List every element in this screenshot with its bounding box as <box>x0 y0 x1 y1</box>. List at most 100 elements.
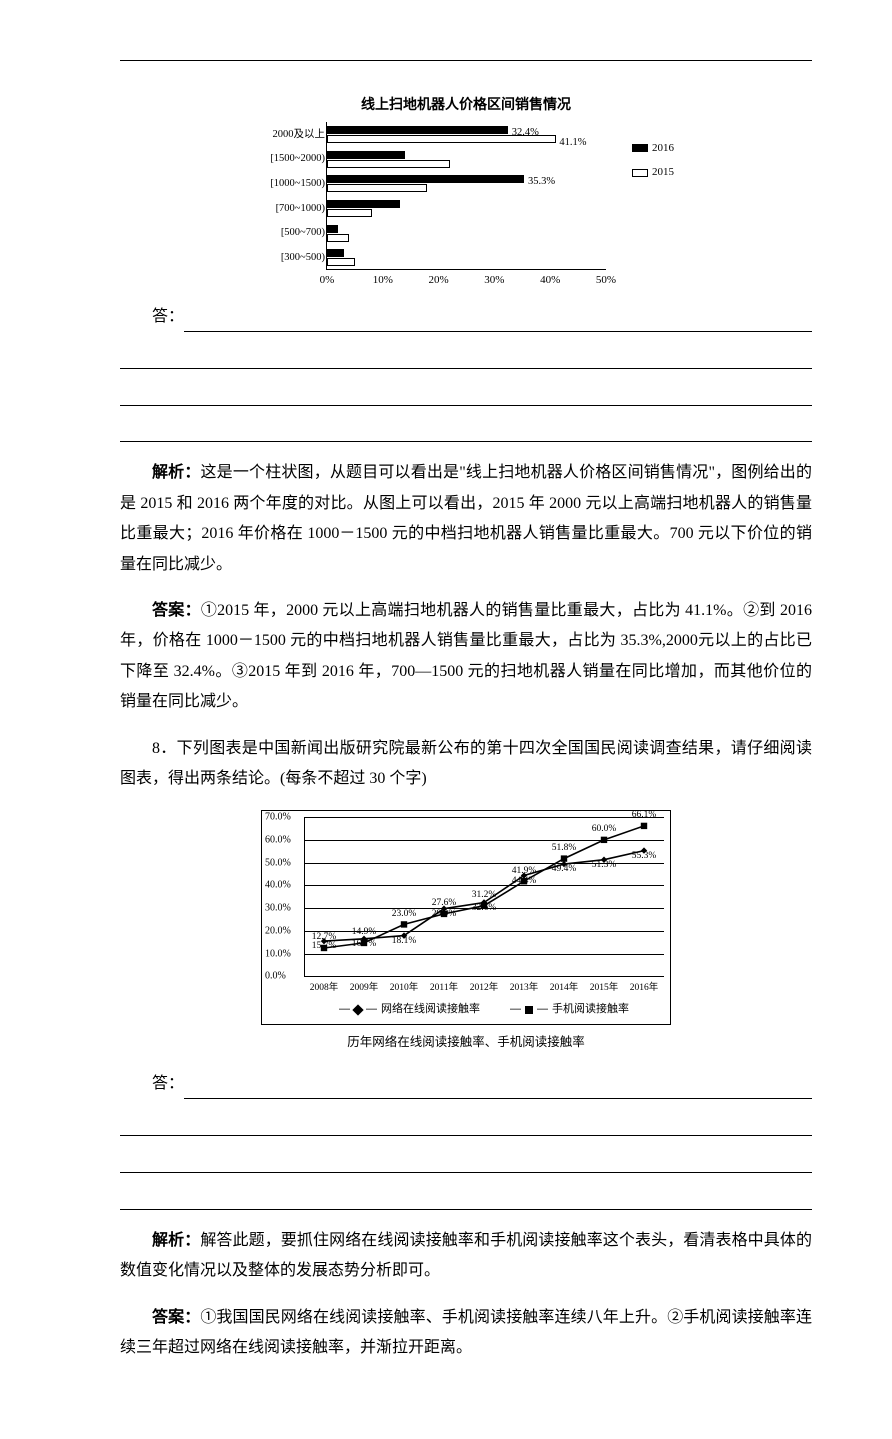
q7-explanation: 解析：这是一个柱状图，从题目可以看出是"线上扫地机器人价格区间销售情况"，图例给… <box>120 458 812 580</box>
chart1-bar <box>327 184 427 192</box>
chart1-bar: 35.3% <box>327 175 524 183</box>
chart1-x-tick: 30% <box>484 270 504 291</box>
chart1-x-tick: 40% <box>540 270 560 291</box>
chart2-data-label: 66.1% <box>632 806 657 824</box>
chart1-x-tick: 10% <box>373 270 393 291</box>
chart1-y-label: [1500~2000) <box>255 149 325 169</box>
chart1-bar: 41.1% <box>327 135 556 143</box>
chart1-bar <box>327 258 355 266</box>
chart1-x-tick: 50% <box>596 270 616 291</box>
chart2-y-label: 0.0% <box>265 967 286 986</box>
chart1-bar: 32.4% <box>327 126 508 134</box>
chart2-x-label: 2010年 <box>384 979 424 997</box>
square-icon <box>525 1006 533 1014</box>
chart1-bar <box>327 200 400 208</box>
chart1-bar <box>327 151 405 159</box>
q7-answer: 答案：①2015 年，2000 元以上高端扫地机器人的销售量比重最大，占比为 4… <box>120 596 812 718</box>
chart1-container: 线上扫地机器人价格区间销售情况 0%10%20%30%40%50%2000及以上… <box>256 91 676 292</box>
legend-item: 2015 <box>632 162 674 183</box>
answer-label: 答： <box>120 302 184 332</box>
answer-blank <box>120 352 812 369</box>
legend-label: 网络在线阅读接触率 <box>381 999 480 1020</box>
answer-blank <box>120 1119 812 1136</box>
chart2-data-label: 12.7% <box>312 928 337 946</box>
chart1-row: [500~700) <box>327 222 606 244</box>
explanation-label: 解析： <box>152 464 201 481</box>
chart2-data-label: 49.4% <box>552 860 577 878</box>
chart1-row: 2000及以上32.4%41.1% <box>327 124 606 146</box>
chart1-bar <box>327 249 344 257</box>
chart1-row: [700~1000) <box>327 198 606 220</box>
legend-item: — — 网络在线阅读接触率 <box>339 999 480 1020</box>
answer-blank <box>184 315 812 332</box>
chart1-row: [1000~1500)35.3% <box>327 173 606 195</box>
chart2-caption: 历年网络在线阅读接触率、手机阅读接触率 <box>120 1031 812 1055</box>
chart1-title: 线上扫地机器人价格区间销售情况 <box>256 91 676 118</box>
chart1-y-label: [300~500) <box>255 248 325 268</box>
chart1-y-label: [500~700) <box>255 223 325 243</box>
chart1-bar <box>327 234 349 242</box>
chart2-x-label: 2011年 <box>424 979 464 997</box>
answer-key-label: 答案： <box>152 602 201 619</box>
chart1-row: [300~500) <box>327 247 606 269</box>
chart1-axis: 0%10%20%30%40%50%2000及以上32.4%41.1%[1500~… <box>326 122 606 270</box>
chart1-y-label: [1000~1500) <box>255 174 325 194</box>
chart2-x-label: 2013年 <box>504 979 544 997</box>
chart1-y-label: 2000及以上 <box>255 125 325 145</box>
legend-swatch <box>632 144 648 152</box>
answer-blank <box>120 389 812 406</box>
chart2-x-label: 2008年 <box>304 979 344 997</box>
chart1-x-tick: 20% <box>429 270 449 291</box>
chart1-legend: 2016 2015 <box>632 138 674 188</box>
chart2-y-label: 10.0% <box>265 944 291 963</box>
q8-explanation: 解析：解答此题，要抓住网络在线阅读接触率和手机阅读接触率这个表头，看清表格中具体… <box>120 1226 812 1287</box>
answer-blank <box>184 1083 812 1100</box>
answer-key-text: ①2015 年，2000 元以上高端扫地机器人的销售量比重最大，占比为 41.1… <box>120 602 812 710</box>
answer-blank <box>120 1193 812 1210</box>
answer-key-label: 答案： <box>152 1309 200 1326</box>
chart2-data-label: 27.6% <box>432 894 457 912</box>
chart1-y-label: [700~1000) <box>255 199 325 219</box>
q8-text: 下列图表是中国新闻出版研究院最新公布的第十四次全国国民阅读调查结果，请仔细阅读图… <box>120 740 812 787</box>
q7-answer-prompt: 答： <box>120 302 812 332</box>
legend-label: 手机阅读接触率 <box>552 999 629 1020</box>
answer-label: 答： <box>120 1069 184 1099</box>
explanation-text: 解答此题，要抓住网络在线阅读接触率和手机阅读接触率这个表头，看清表格中具体的数值… <box>120 1232 812 1279</box>
answer-blank <box>120 426 812 443</box>
q8-answer: 答案：①我国国民网络在线阅读接触率、手机阅读接触率连续八年上升。②手机阅读接触率… <box>120 1303 812 1364</box>
chart2-y-label: 20.0% <box>265 921 291 940</box>
diamond-icon <box>352 1004 363 1015</box>
legend-line: — <box>339 999 350 1020</box>
chart1-x-tick: 0% <box>320 270 335 291</box>
chart1-bar <box>327 160 450 168</box>
chart2-legend: — — 网络在线阅读接触率— — 手机阅读接触率 <box>304 999 664 1020</box>
chart2-x-label: 2016年 <box>624 979 664 997</box>
chart2-plot: 0.0%10.0%20.0%30.0%40.0%50.0%60.0%70.0%1… <box>304 817 664 977</box>
chart2-data-label: 18.1% <box>392 932 417 950</box>
chart2-x-label: 2009年 <box>344 979 384 997</box>
answer-key-text: ①我国国民网络在线阅读接触率、手机阅读接触率连续八年上升。②手机阅读接触率连续三… <box>120 1309 812 1356</box>
chart2-y-label: 50.0% <box>265 853 291 872</box>
q8-answer-prompt: 答： <box>120 1069 812 1099</box>
chart2-data-label: 51.3% <box>592 856 617 874</box>
chart2-data-label: 23.0% <box>392 905 417 923</box>
chart1-bar <box>327 225 338 233</box>
legend-item: 2016 <box>632 138 674 159</box>
legend-swatch <box>632 169 648 177</box>
chart2-x-label: 2014年 <box>544 979 584 997</box>
chart2-y-label: 60.0% <box>265 830 291 849</box>
answer-blanks <box>120 1119 812 1209</box>
q8-number: 8． <box>152 740 177 757</box>
chart2-data-label: 14.9% <box>352 923 377 941</box>
chart2-y-label: 40.0% <box>265 876 291 895</box>
chart2-data-label: 60.0% <box>592 820 617 838</box>
chart1-plot: 0%10%20%30%40%50%2000及以上32.4%41.1%[1500~… <box>326 122 606 292</box>
explanation-text: 这是一个柱状图，从题目可以看出是"线上扫地机器人价格区间销售情况"，图例给出的是… <box>120 464 812 572</box>
top-rule <box>120 60 812 61</box>
answer-blank <box>120 1156 812 1173</box>
chart2-y-label: 70.0% <box>265 808 291 827</box>
legend-label: 2016 <box>652 138 674 159</box>
chart2-y-label: 30.0% <box>265 899 291 918</box>
chart1-bar <box>327 209 372 217</box>
chart2-data-label: 55.3% <box>632 847 657 865</box>
